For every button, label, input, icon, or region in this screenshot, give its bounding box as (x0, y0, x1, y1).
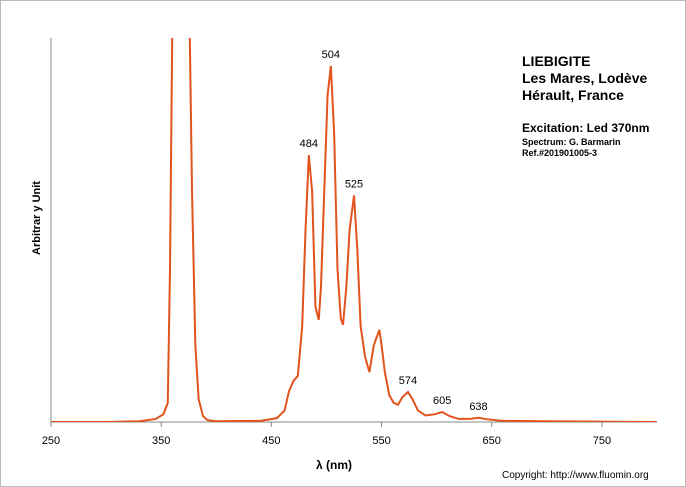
line (51, 38, 657, 422)
peak-label: 605 (433, 395, 451, 407)
x-axis-label: λ (nm) (316, 458, 352, 472)
peak-label: 525 (345, 178, 363, 190)
copyright: Copyright: http://www.fluomin.org (502, 470, 649, 481)
chart-title: LIEBIGITE (522, 53, 590, 69)
excitation: Excitation: Led 370nm (522, 121, 649, 135)
subtitle: Les Mares, Lodève (522, 70, 647, 86)
x-tick-label: 250 (42, 435, 60, 447)
peak-label: 484 (300, 138, 318, 150)
x-tick-label: 450 (262, 435, 280, 447)
subtitle: Hérault, France (522, 87, 624, 103)
x-tick-label: 350 (152, 435, 170, 447)
x-tick-label: 550 (372, 435, 390, 447)
peak-label: 638 (469, 401, 487, 413)
x-tick-label: 650 (483, 435, 501, 447)
y-axis-label: Arbitrar y Unit (31, 181, 43, 255)
credit: Spectrum: G. Barmarin (522, 137, 621, 147)
peak-label: 574 (399, 375, 417, 387)
peak-label: 504 (322, 49, 340, 61)
x-tick-label: 750 (593, 435, 611, 447)
credit: Ref.#201901005-3 (522, 148, 597, 158)
